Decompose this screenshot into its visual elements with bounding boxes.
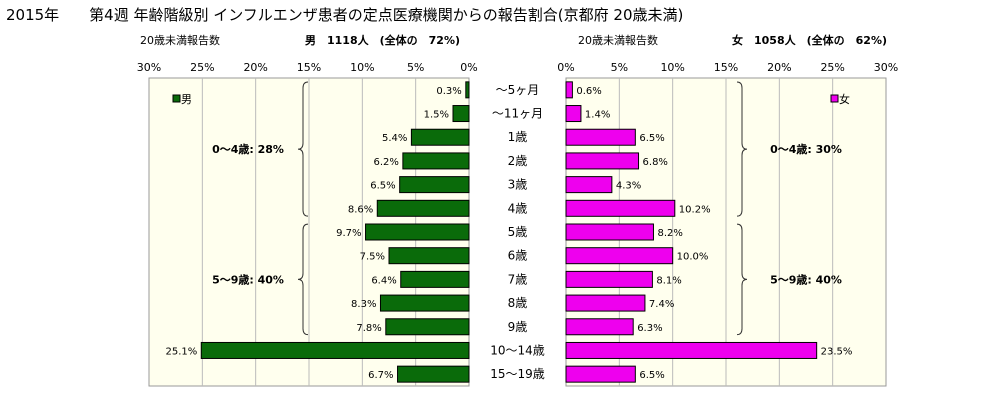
female-bar (565, 318, 634, 336)
legend-female-swatch (830, 94, 839, 103)
female-value-label: 0.6% (576, 86, 601, 97)
female-group-brace (736, 223, 748, 336)
male-bar (376, 199, 470, 217)
category-label: 7歳 (508, 272, 528, 286)
male-bar (397, 365, 470, 383)
female-group-brace (736, 81, 748, 217)
female-group-label: 5～9歳: 40% (770, 272, 842, 286)
male-group-label: 0～4歳: 28% (212, 142, 284, 156)
female-value-label: 10.2% (679, 204, 711, 215)
male-tick-label: 25% (190, 61, 214, 74)
female-bar (565, 270, 653, 288)
male-value-label: 7.8% (356, 323, 381, 334)
female-caption: 20歳未満報告数 (578, 34, 658, 47)
category-label: 15～19歳 (490, 367, 545, 381)
male-bar (399, 176, 470, 194)
female-bar (565, 199, 676, 217)
male-value-label: 5.4% (382, 133, 407, 144)
male-value-label: 25.1% (165, 346, 197, 357)
male-bar (379, 294, 470, 312)
category-label: 8歳 (508, 296, 528, 310)
male-bar (365, 223, 470, 241)
male-bar (400, 270, 470, 288)
female-bar (565, 294, 646, 312)
male-bar (410, 128, 470, 146)
legend-male-swatch (172, 94, 181, 103)
category-label: 3歳 (508, 178, 528, 192)
category-label: 4歳 (508, 201, 528, 215)
male-value-label: 6.4% (371, 275, 396, 286)
male-bar (388, 247, 470, 265)
female-value-label: 4.3% (616, 181, 641, 192)
female-value-label: 6.8% (643, 157, 668, 168)
female-tick-label: 20% (767, 61, 791, 74)
female-value-label: 6.3% (637, 323, 662, 334)
female-tick-label: 0% (557, 61, 574, 74)
male-value-label: 8.6% (348, 204, 373, 215)
legend-male-label: 男 (181, 93, 192, 106)
category-label: 9歳 (508, 320, 528, 334)
female-tick-label: 30% (874, 61, 898, 74)
male-tick-label: 30% (137, 61, 161, 74)
male-tick-label: 15% (297, 61, 321, 74)
male-bar (402, 152, 470, 170)
chart-title: 2015年 第4週 年齢階級別 インフルエンザ患者の定点医療機関からの報告割合(… (6, 6, 684, 24)
female-value-label: 7.4% (649, 299, 674, 310)
male-bar (452, 105, 470, 123)
female-bar (565, 105, 582, 123)
female-value-label: 6.5% (639, 133, 664, 144)
male-value-label: 0.3% (436, 86, 461, 97)
female-tick-label: 5% (611, 61, 628, 74)
female-tick-label: 15% (714, 61, 738, 74)
category-label: 5歳 (508, 225, 528, 239)
female-bar (565, 341, 818, 359)
female-bar (565, 128, 636, 146)
female-tick-label: 10% (660, 61, 684, 74)
male-value-label: 6.5% (370, 181, 395, 192)
category-label: ～11ヶ月 (492, 107, 543, 121)
male-summary: 男 1118人 (全体の 72%) (305, 34, 460, 47)
male-value-label: 1.5% (424, 110, 449, 121)
female-value-label: 23.5% (821, 346, 853, 357)
male-caption: 20歳未満報告数 (140, 34, 220, 47)
male-value-label: 9.7% (336, 228, 361, 239)
female-summary: 女 1058人 (全体の 62%) (732, 34, 887, 47)
category-label: 6歳 (508, 249, 528, 263)
male-bar (200, 341, 470, 359)
male-tick-label: 20% (243, 61, 267, 74)
female-bar (565, 365, 636, 383)
male-bar (385, 318, 470, 336)
category-label: 1歳 (508, 130, 528, 144)
category-label: 10～14歳 (490, 343, 545, 357)
male-tick-label: 0% (460, 61, 477, 74)
category-label: 2歳 (508, 154, 528, 168)
female-bar (565, 247, 674, 265)
female-value-label: 8.2% (657, 228, 682, 239)
female-bar (565, 176, 613, 194)
male-tick-label: 5% (407, 61, 424, 74)
male-group-brace (297, 81, 309, 217)
male-value-label: 8.3% (351, 299, 376, 310)
category-label: ～5ヶ月 (496, 83, 540, 97)
male-value-label: 6.2% (373, 157, 398, 168)
female-tick-label: 25% (820, 61, 844, 74)
male-group-label: 5～9歳: 40% (212, 272, 284, 286)
male-bar (465, 81, 470, 99)
female-bar (565, 81, 573, 99)
female-bar (565, 223, 654, 241)
male-group-brace (297, 223, 309, 336)
female-bar (565, 152, 640, 170)
male-value-label: 6.7% (368, 370, 393, 381)
male-tick-label: 10% (350, 61, 374, 74)
female-value-label: 6.5% (639, 370, 664, 381)
male-value-label: 7.5% (360, 252, 385, 263)
legend-female-label: 女 (839, 92, 850, 106)
female-value-label: 1.4% (585, 110, 610, 121)
female-group-label: 0～4歳: 30% (770, 142, 842, 156)
female-value-label: 10.0% (677, 252, 709, 263)
female-value-label: 8.1% (656, 275, 681, 286)
